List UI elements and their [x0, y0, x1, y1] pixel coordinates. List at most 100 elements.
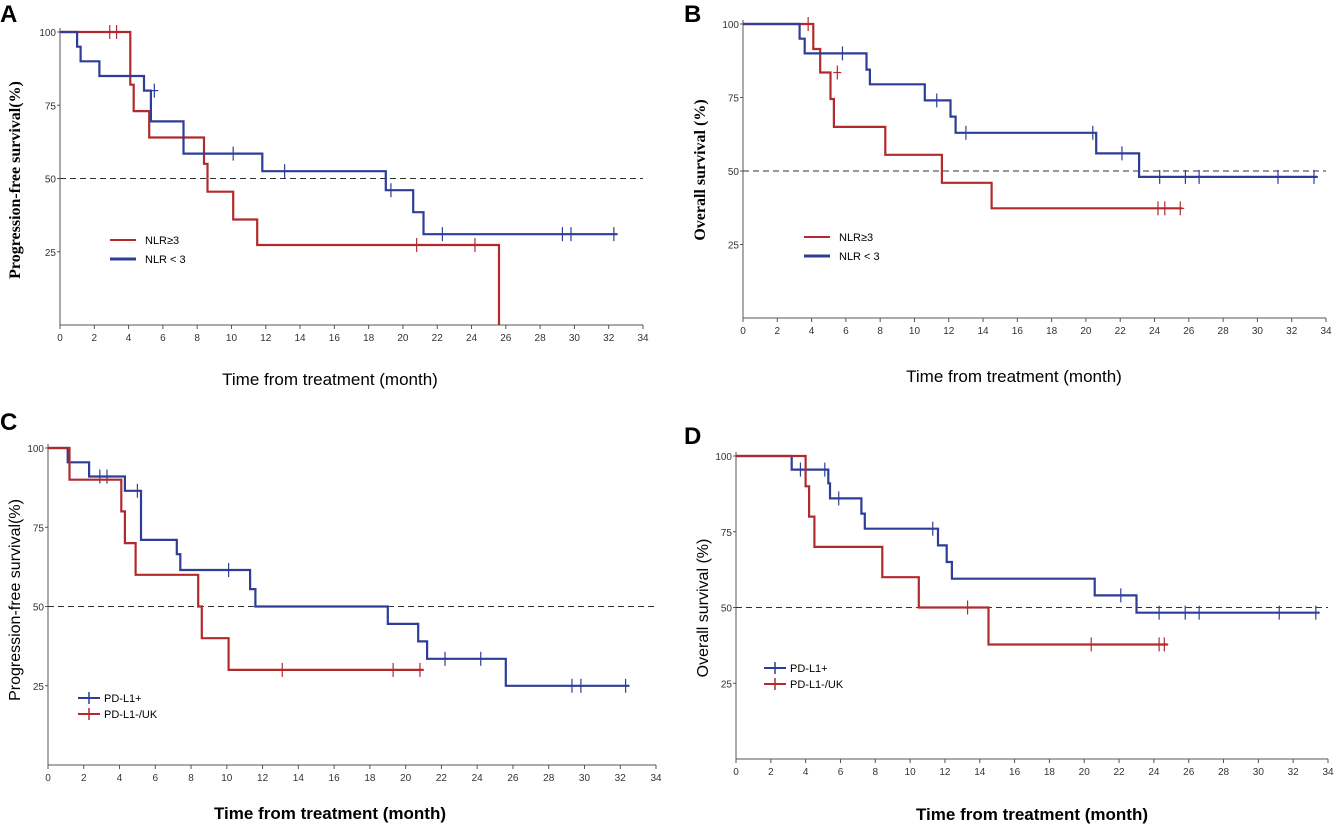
legend-c-blue: PD-L1+ — [104, 693, 142, 705]
x-tick-label: 22 — [1115, 326, 1127, 337]
y-tick-label: 25 — [721, 679, 733, 690]
panel-d: D 0 2 4 6 8 10 12 14 16 18 20 22 24 26 28 30 32 342550751… — [684, 423, 1334, 824]
x-tick-label: 28 — [535, 333, 547, 344]
x-tick-label: 4 — [809, 326, 815, 337]
y-tick-label: 75 — [33, 523, 45, 534]
panel-b: B 0 2 4 6 8 10 12 14 16 18 20 22 24 26 28 30 32 342550751… — [684, 1, 1332, 386]
x-tick-label: 30 — [579, 773, 591, 784]
x-tick-label: 16 — [329, 333, 341, 344]
x-tick-label: 30 — [569, 333, 581, 344]
y-tick-label: 50 — [728, 167, 740, 178]
x-tick-label: 18 — [1044, 767, 1056, 778]
survival-curve — [48, 446, 424, 672]
x-tick-label: 16 — [329, 773, 341, 784]
x-tick-label: 12 — [257, 773, 269, 784]
y-tick-label: 100 — [27, 444, 44, 455]
x-tick-label: 18 — [1046, 326, 1058, 337]
survival-curve — [743, 22, 1318, 178]
y-tick-label: 75 — [45, 101, 57, 112]
y-tick-label: 50 — [33, 603, 45, 614]
y-tick-label: 25 — [45, 248, 57, 259]
x-tick-label: 22 — [436, 773, 448, 784]
x-tick-label: 18 — [363, 333, 375, 344]
legend-b-red: NLR≥3 — [839, 232, 873, 244]
x-tick-label: 22 — [1113, 767, 1125, 778]
x-tick-label: 24 — [466, 333, 478, 344]
x-tick-label: 10 — [909, 326, 921, 337]
y-tick-label: 75 — [721, 528, 733, 539]
x-tick-label: 24 — [472, 773, 484, 784]
panel-b-ylabel: Overall survival (%) — [692, 99, 709, 240]
x-tick-label: 8 — [194, 333, 200, 344]
x-tick-label: 26 — [507, 773, 519, 784]
x-tick-label: 12 — [939, 767, 951, 778]
x-tick-label: 2 — [768, 767, 774, 778]
panel-c-xlabel: Time from treatment (month) — [214, 804, 446, 823]
panel-c-legend: PD-L1+ PD-L1-/UK — [78, 692, 158, 721]
x-tick-label: 34 — [1322, 767, 1334, 778]
x-tick-label: 2 — [775, 326, 781, 337]
x-tick-label: 10 — [905, 767, 917, 778]
panel-label-a: A — [0, 1, 17, 28]
x-tick-label: 2 — [92, 333, 98, 344]
panel-d-legend: PD-L1+ PD-L1-/UK — [764, 662, 844, 691]
x-tick-label: 24 — [1148, 767, 1160, 778]
y-tick-label: 100 — [39, 28, 56, 39]
x-tick-label: 20 — [400, 773, 412, 784]
x-tick-label: 12 — [943, 326, 955, 337]
x-tick-label: 28 — [1218, 326, 1230, 337]
x-tick-label: 14 — [974, 767, 986, 778]
x-tick-label: 4 — [126, 333, 132, 344]
panel-a: A 0 2 4 6 8 10 12 14 16 18 20 22 24 26 28 30 32 342550751… — [0, 1, 649, 389]
panel-a-xlabel: Time from treatment (month) — [222, 370, 438, 389]
x-tick-label: 6 — [843, 326, 849, 337]
x-tick-label: 22 — [432, 333, 444, 344]
x-tick-label: 34 — [637, 333, 649, 344]
panel-a-ylabel: Progression-free survival(%) — [7, 81, 24, 279]
panel-d-xlabel: Time from treatment (month) — [916, 805, 1148, 824]
x-tick-label: 24 — [1149, 326, 1161, 337]
panel-b-legend: NLR≥3 NLR < 3 — [804, 232, 880, 263]
x-tick-label: 30 — [1253, 767, 1265, 778]
x-tick-label: 34 — [1320, 326, 1332, 337]
x-tick-label: 32 — [615, 773, 627, 784]
panel-a-legend: NLR≥3 NLR < 3 — [110, 235, 186, 266]
x-tick-label: 10 — [226, 333, 238, 344]
y-tick-label: 75 — [728, 94, 740, 105]
x-tick-label: 6 — [160, 333, 166, 344]
legend-c-red: PD-L1-/UK — [104, 709, 158, 721]
x-tick-label: 4 — [117, 773, 123, 784]
y-tick-label: 100 — [722, 20, 739, 31]
x-tick-label: 16 — [1012, 326, 1024, 337]
x-tick-label: 28 — [1218, 767, 1230, 778]
survival-curve — [60, 30, 501, 325]
x-tick-label: 6 — [153, 773, 159, 784]
legend-b-blue: NLR < 3 — [839, 251, 880, 263]
x-tick-label: 12 — [260, 333, 272, 344]
x-tick-label: 14 — [294, 333, 306, 344]
panel-label-c: C — [0, 409, 17, 436]
x-tick-label: 28 — [543, 773, 555, 784]
survival-curve — [736, 454, 1168, 646]
legend-d-blue: PD-L1+ — [790, 663, 828, 675]
y-tick-label: 50 — [721, 604, 733, 615]
x-tick-label: 20 — [1080, 326, 1092, 337]
survival-curve — [743, 22, 1182, 210]
x-tick-label: 6 — [838, 767, 844, 778]
x-tick-label: 0 — [57, 333, 63, 344]
x-tick-label: 26 — [1183, 767, 1195, 778]
x-tick-label: 18 — [364, 773, 376, 784]
y-tick-label: 25 — [33, 682, 45, 693]
x-tick-label: 0 — [733, 767, 739, 778]
x-tick-label: 8 — [188, 773, 194, 784]
x-tick-label: 26 — [1183, 326, 1195, 337]
y-tick-label: 100 — [715, 452, 732, 463]
legend-a-red: NLR≥3 — [145, 235, 179, 247]
survival-curve — [60, 30, 618, 236]
x-tick-label: 30 — [1252, 326, 1264, 337]
panel-d-ylabel: Overall survival (%) — [695, 539, 712, 678]
panel-label-b: B — [684, 1, 701, 28]
legend-a-blue: NLR < 3 — [145, 254, 186, 266]
x-tick-label: 2 — [81, 773, 87, 784]
